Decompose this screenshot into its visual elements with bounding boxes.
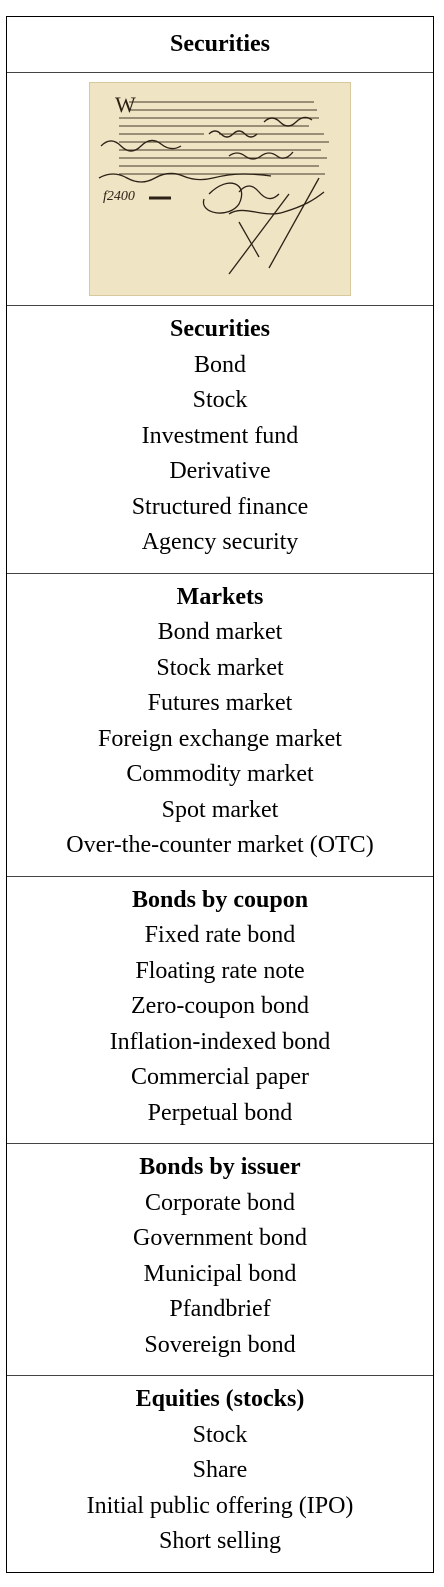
sections-container: Securities Bond Stock Investment fund De… (7, 306, 433, 1572)
section-heading: Securities (170, 316, 270, 342)
section-heading: Markets (176, 583, 264, 610)
list-item[interactable]: Stock (192, 387, 248, 413)
list-item[interactable]: Commercial paper (131, 1064, 309, 1090)
list-item[interactable]: Government bond (133, 1225, 307, 1251)
list-item[interactable]: Pfandbrief (169, 1296, 271, 1322)
list-item[interactable]: Sovereign bond (144, 1331, 296, 1358)
list-item[interactable]: Corporate bond (145, 1189, 295, 1216)
list-item[interactable]: Bond (193, 351, 246, 378)
list-item[interactable]: Floating rate note (135, 957, 305, 984)
infobox-title: Securities (7, 17, 433, 73)
list-item[interactable]: Stock market (156, 654, 284, 681)
list-item[interactable]: Fixed rate bond (144, 922, 296, 948)
section-heading: Equities (stocks) (135, 1386, 305, 1412)
list-item[interactable]: Over-the-counter market (OTC) (66, 832, 374, 858)
list-item[interactable]: Commodity market (126, 761, 314, 787)
list-item[interactable]: Derivative (169, 458, 271, 484)
list-item[interactable]: Share (192, 1457, 248, 1483)
list-item[interactable]: Short selling (158, 1528, 281, 1554)
list-item[interactable]: Foreign exchange market (98, 725, 342, 752)
section-heading: Bonds by issuer (139, 1154, 301, 1180)
initial-letter: W (115, 92, 136, 117)
printed-text-lines (119, 101, 329, 175)
list-item[interactable]: Initial public offering (IPO) (86, 1492, 354, 1519)
section-securities: Securities Bond Stock Investment fund De… (7, 306, 433, 574)
paper-edge (89, 82, 351, 296)
list-item[interactable]: Investment fund (141, 422, 299, 449)
list-item[interactable]: Bond market (157, 619, 283, 645)
list-item[interactable]: Agency security (141, 529, 299, 555)
image-cell: W f2400 (7, 73, 433, 306)
section-equities: Equities (stocks) Stock Share Initial pu… (7, 1376, 433, 1572)
list-item[interactable]: Futures market (147, 690, 293, 716)
section-heading: Bonds by coupon (131, 886, 309, 913)
list-item[interactable]: Inflation-indexed bond (109, 1028, 331, 1055)
share-certificate-image[interactable]: W f2400 (89, 82, 351, 296)
handwriting (98, 116, 325, 275)
amount-text: f2400 (103, 189, 135, 204)
list-item[interactable]: Spot market (161, 796, 279, 823)
section-bonds-by-coupon: Bonds by coupon Fixed rate bond Floating… (7, 877, 433, 1144)
section-markets: Markets Bond market Stock market Futures… (7, 574, 433, 877)
section-bonds-by-issuer: Bonds by issuer Corporate bond Governmen… (7, 1144, 433, 1376)
list-item[interactable]: Structured finance (131, 493, 309, 520)
list-item[interactable]: Municipal bond (143, 1260, 297, 1287)
list-item[interactable]: Perpetual bond (147, 1099, 293, 1126)
securities-infobox: Securities W (6, 16, 434, 1573)
list-item[interactable]: Zero-coupon bond (131, 993, 309, 1019)
list-item[interactable]: Stock (192, 1421, 248, 1448)
